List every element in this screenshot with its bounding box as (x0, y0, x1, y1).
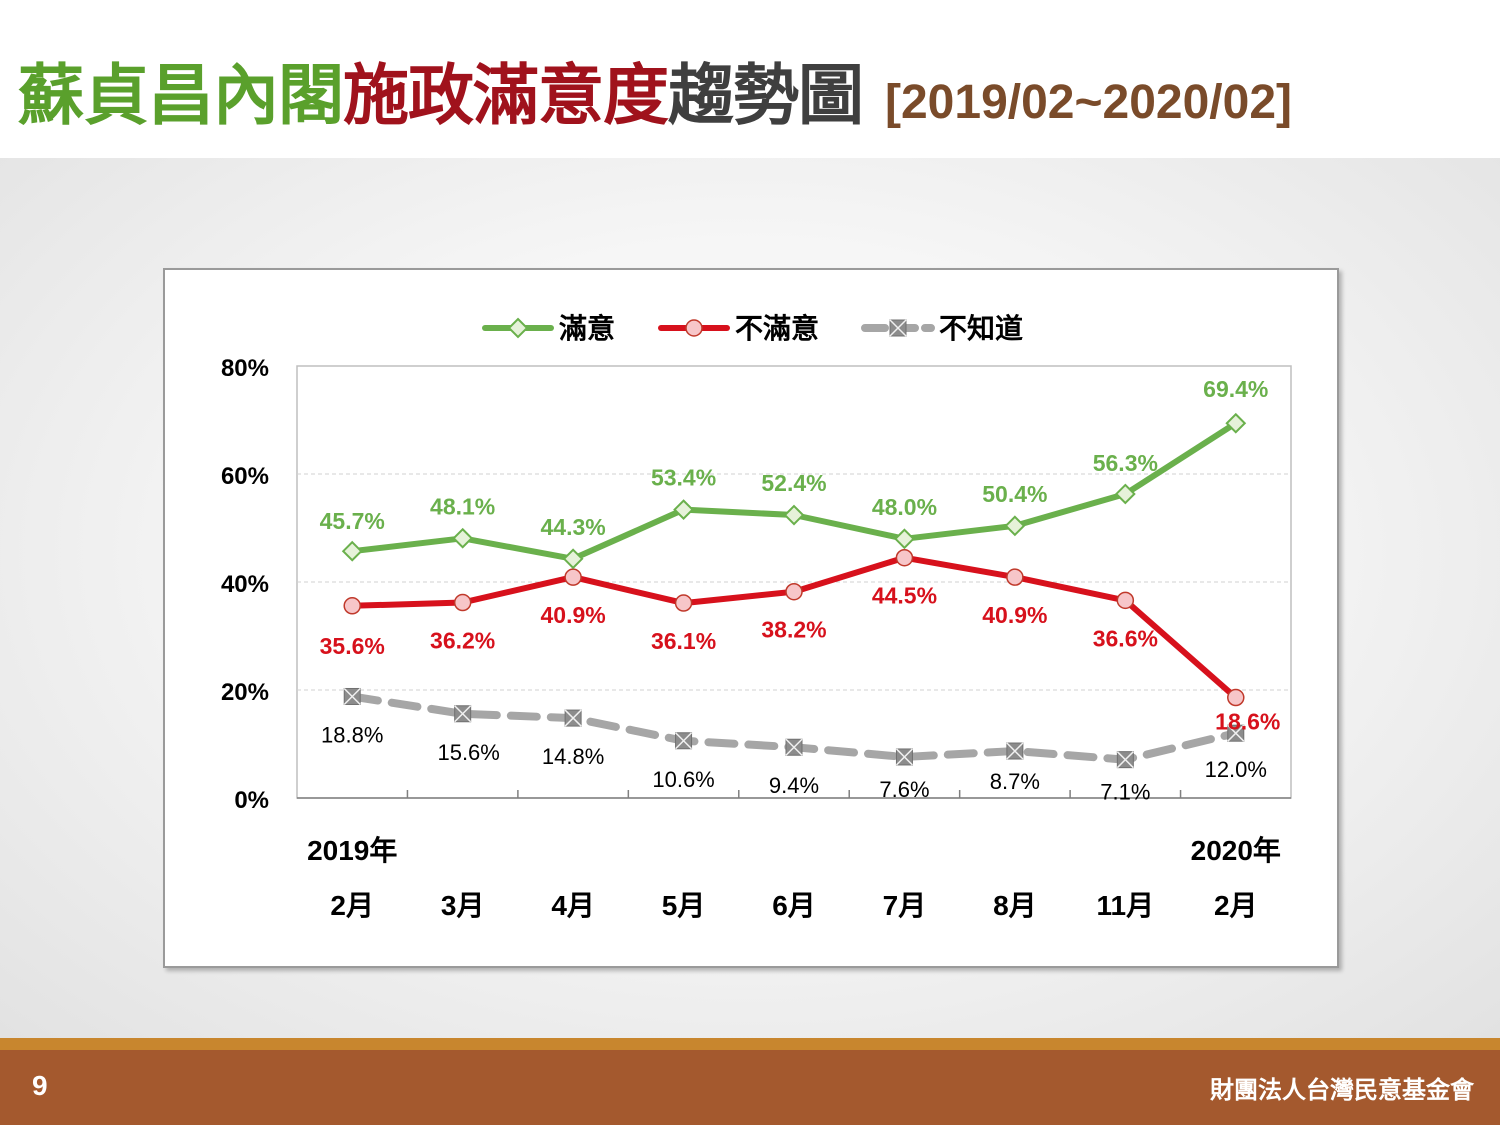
data-label-dissatisfied: 36.2% (430, 628, 495, 654)
data-label-satisfied: 48.0% (872, 494, 937, 520)
data-point-dissatisfied (453, 593, 472, 612)
data-point-unknown (1116, 751, 1134, 769)
data-point-unknown (564, 709, 582, 727)
y-tick-label: 20% (221, 679, 269, 706)
data-label-dissatisfied: 36.1% (651, 628, 716, 654)
data-point-satisfied (894, 528, 915, 550)
organization-name: 財團法人台灣民意基金會 (1210, 1076, 1474, 1104)
data-label-unknown: 7.1% (1100, 780, 1150, 805)
legend-label-satisfied: 滿意 (559, 312, 615, 344)
data-point-dissatisfied (785, 582, 803, 601)
x-tick-label: 7月 (883, 890, 927, 921)
data-point-satisfied (562, 548, 584, 570)
data-point-satisfied (673, 499, 694, 521)
x-tick-label: 6月 (772, 890, 816, 921)
data-label-dissatisfied: 40.9% (541, 602, 606, 628)
data-label-dissatisfied: 35.6% (320, 633, 385, 659)
data-point-satisfied (1004, 515, 1026, 537)
legend-marker-dissatisfied (685, 319, 703, 337)
data-label-dissatisfied: 44.5% (872, 583, 937, 609)
data-label-unknown: 14.8% (542, 744, 604, 769)
x-tick-label: 2月 (1214, 890, 1258, 921)
slide-title: 蘇貞昌內閣施政滿意度趨勢圖 [2019/02~2020/02] (18, 42, 1293, 134)
data-point-unknown (1227, 724, 1245, 742)
data-point-unknown (675, 732, 693, 750)
legend-marker-satisfied (507, 317, 529, 339)
title-satisfaction: 施政滿意度 (343, 57, 669, 134)
data-label-satisfied: 48.1% (430, 493, 495, 519)
data-label-unknown: 12.0% (1205, 757, 1267, 782)
data-point-unknown (343, 687, 361, 706)
data-point-satisfied (452, 527, 474, 549)
data-point-dissatisfied (1116, 591, 1135, 610)
data-label-satisfied: 53.4% (651, 465, 716, 491)
data-label-unknown: 7.6% (879, 777, 929, 802)
data-point-satisfied (783, 504, 805, 526)
data-label-unknown: 18.8% (321, 722, 383, 747)
data-point-unknown (454, 705, 472, 723)
footer-accent-line (0, 1038, 1500, 1050)
title-trend: 趨勢圖 (668, 57, 864, 134)
data-point-dissatisfied (1006, 568, 1024, 586)
data-label-unknown: 15.6% (437, 740, 499, 765)
y-tick-label: 40% (221, 571, 269, 598)
data-label-satisfied: 45.7% (320, 508, 385, 534)
title-date-range: [2019/02~2020/02] (885, 76, 1293, 129)
data-label-unknown: 9.4% (769, 773, 819, 798)
data-label-satisfied: 50.4% (982, 481, 1047, 507)
y-tick-label: 80% (221, 355, 269, 382)
data-point-unknown (1006, 742, 1024, 760)
x-tick-label: 5月 (662, 890, 706, 921)
legend-label-unknown: 不知道 (939, 312, 1023, 344)
data-label-satisfied: 69.4% (1203, 376, 1268, 402)
x-tick-label: 2月 (330, 890, 374, 921)
title-bar: 蘇貞昌內閣施政滿意度趨勢圖 [2019/02~2020/02] (0, 0, 1500, 158)
data-label-dissatisfied: 18.6% (1215, 709, 1280, 735)
data-point-dissatisfied (674, 594, 693, 612)
data-label-dissatisfied: 40.9% (982, 602, 1047, 628)
data-label-satisfied: 44.3% (541, 514, 606, 540)
y-tick-label: 60% (221, 463, 269, 490)
title-cabinet: 蘇貞昌內閣 (18, 57, 344, 134)
data-point-unknown (785, 738, 803, 756)
line-chart: 0% 20% 40% 60% 80% 2月 3月 4月 5月 6月 7月 8月 11月 2月 2019年 20… (221, 312, 1292, 921)
data-label-satisfied: 56.3% (1093, 450, 1158, 476)
data-label-unknown: 10.6% (652, 767, 714, 792)
legend-label-dissatisfied: 不滿意 (735, 312, 819, 344)
y-tick-label: 0% (234, 787, 269, 814)
x-tick-label: 4月 (551, 890, 595, 921)
data-point-dissatisfied (895, 548, 914, 567)
x-tick-label: 3月 (441, 890, 485, 921)
data-label-satisfied: 52.4% (761, 470, 826, 496)
data-point-dissatisfied (343, 597, 361, 615)
chart-frame: 0% 20% 40% 60% 80% 2月 3月 4月 5月 6月 7月 8月 11月 2月 2019年 20… (163, 268, 1339, 968)
data-point-satisfied (1225, 412, 1247, 434)
data-point-unknown (895, 748, 913, 766)
data-point-satisfied (341, 540, 363, 562)
x-year-label-first: 2019年 (307, 834, 397, 866)
data-label-unknown: 8.7% (990, 769, 1040, 794)
page-number: 9 (32, 1070, 48, 1101)
data-point-dissatisfied (564, 568, 582, 586)
x-year-label-last: 2020年 (1191, 834, 1281, 866)
data-label-dissatisfied: 36.6% (1093, 625, 1158, 651)
data-point-satisfied (1114, 483, 1136, 505)
footer-bar: 9 財團法人台灣民意基金會 (0, 1050, 1500, 1125)
data-point-dissatisfied (1227, 688, 1245, 707)
x-tick-label: 11月 (1097, 890, 1155, 921)
x-tick-label: 8月 (993, 890, 1037, 921)
data-label-dissatisfied: 38.2% (761, 617, 826, 643)
legend-marker-unknown (889, 319, 907, 337)
